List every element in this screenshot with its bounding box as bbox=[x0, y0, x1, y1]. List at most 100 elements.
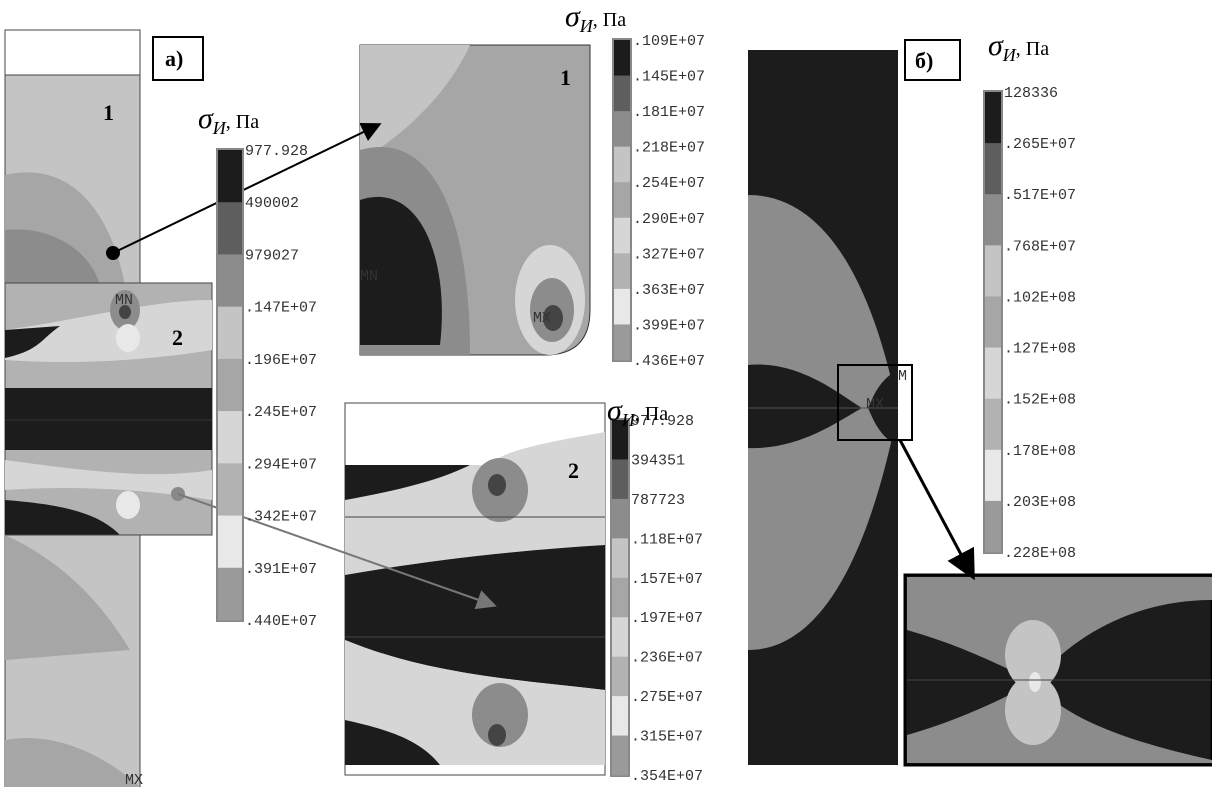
legend-band bbox=[985, 92, 1001, 144]
legend-label: .245E+07 bbox=[245, 404, 317, 421]
panel-b-model bbox=[748, 40, 1212, 765]
legend-label: .181E+07 bbox=[633, 104, 705, 121]
legend-label: .178E+08 bbox=[1004, 443, 1076, 460]
legend-label: .436E+07 bbox=[633, 353, 705, 370]
legend-label: .399E+07 bbox=[633, 317, 705, 334]
title-subscript: И bbox=[212, 118, 227, 138]
legend-band bbox=[218, 307, 242, 360]
legend-label: .127E+08 bbox=[1004, 341, 1076, 358]
title-subscript: И bbox=[1002, 45, 1017, 65]
legend-label: .290E+07 bbox=[633, 211, 705, 228]
title-subscript: И bbox=[579, 16, 594, 36]
figure: а) б) 1 2 1 2 MN MX MN MX MX M 977.928 49… bbox=[0, 0, 1212, 787]
legend-label: .118E+07 bbox=[631, 531, 703, 548]
legend-band bbox=[218, 202, 242, 255]
legend-band bbox=[985, 348, 1001, 400]
legend-band bbox=[612, 538, 628, 578]
part-label: 1 bbox=[560, 65, 571, 90]
legend-band bbox=[614, 111, 630, 147]
legend-band bbox=[612, 736, 628, 776]
legend-label: .517E+07 bbox=[1004, 187, 1076, 204]
legend-label: .327E+07 bbox=[633, 246, 705, 263]
title-symbol: σ bbox=[198, 102, 214, 135]
figure-label: б) bbox=[915, 48, 933, 73]
legend-band bbox=[614, 182, 630, 218]
legend-band bbox=[985, 245, 1001, 297]
legend-label: .152E+08 bbox=[1004, 392, 1076, 409]
legend-label: .294E+07 bbox=[245, 456, 317, 473]
legend-label: 977.928 bbox=[245, 143, 308, 160]
part-label: 2 bbox=[172, 325, 183, 350]
figure-label: а) bbox=[165, 46, 183, 71]
legend-label: .218E+07 bbox=[633, 140, 705, 157]
legend-label: .254E+07 bbox=[633, 175, 705, 192]
legend-band bbox=[612, 696, 628, 736]
legend-band bbox=[614, 253, 630, 289]
legend-label: 490002 bbox=[245, 195, 299, 212]
legend-band bbox=[985, 194, 1001, 246]
marker-label: MX bbox=[125, 772, 143, 787]
legend: 977.928490002979027.147E+07.196E+07.245E… bbox=[198, 102, 317, 630]
panel-a-model bbox=[5, 30, 212, 787]
legend: 977.928394351787723.118E+07.157E+07.197E… bbox=[607, 394, 703, 785]
legend: 128336.265E+07.517E+07.768E+07.102E+08.1… bbox=[983, 29, 1076, 562]
legend-label: .147E+07 bbox=[245, 300, 317, 317]
legend-label: .203E+08 bbox=[1004, 494, 1076, 511]
marker-label: MX bbox=[533, 310, 551, 327]
legend-label: .391E+07 bbox=[245, 561, 317, 578]
legend-label: .197E+07 bbox=[631, 610, 703, 627]
legend-label: .363E+07 bbox=[633, 282, 705, 299]
legend-band bbox=[218, 150, 242, 203]
legend-label: .228E+08 bbox=[1004, 545, 1076, 562]
legend-label: 979027 bbox=[245, 247, 299, 264]
legend-band bbox=[218, 463, 242, 516]
legend-band bbox=[612, 459, 628, 499]
legend-label: .315E+07 bbox=[631, 729, 703, 746]
legend-band bbox=[985, 501, 1001, 553]
legend-band bbox=[985, 143, 1001, 195]
legend-band bbox=[985, 450, 1001, 502]
legend-band bbox=[985, 296, 1001, 348]
marker-label: MN bbox=[360, 268, 378, 285]
legend-band bbox=[218, 411, 242, 464]
marker-label: MX bbox=[866, 396, 884, 413]
title-symbol: σ bbox=[607, 394, 623, 427]
legend-band bbox=[218, 254, 242, 307]
inset-2 bbox=[345, 403, 605, 775]
legend-band bbox=[612, 657, 628, 697]
legend-title: σИ, Па bbox=[607, 394, 668, 430]
legend-label: .354E+07 bbox=[631, 768, 703, 785]
legend-label: .157E+07 bbox=[631, 571, 703, 588]
legend-title: σИ, Па bbox=[988, 29, 1049, 65]
part-label: 2 bbox=[568, 458, 579, 483]
legend-band bbox=[614, 218, 630, 254]
legend-label: .102E+08 bbox=[1004, 289, 1076, 306]
legend-label: 394351 bbox=[631, 452, 685, 469]
part-label: 1 bbox=[103, 100, 114, 125]
title-unit: , Па bbox=[226, 111, 259, 133]
legend-label: 128336 bbox=[1004, 85, 1058, 102]
inset-1 bbox=[360, 45, 590, 355]
legend-label: .440E+07 bbox=[245, 613, 317, 630]
legend-band bbox=[218, 359, 242, 412]
legend-band bbox=[614, 289, 630, 325]
legend-label: .109E+07 bbox=[633, 33, 705, 50]
legend-band bbox=[614, 76, 630, 112]
legend-band bbox=[985, 399, 1001, 451]
title-subscript: И bbox=[621, 410, 636, 430]
legend-band bbox=[218, 568, 242, 621]
legend-label: .342E+07 bbox=[245, 509, 317, 526]
legend-title: σИ, Па bbox=[198, 102, 259, 138]
legend-label: 787723 bbox=[631, 492, 685, 509]
legend-band bbox=[614, 40, 630, 76]
title-unit: , Па bbox=[1016, 38, 1049, 60]
title-unit: , Па bbox=[635, 403, 668, 425]
title-symbol: σ bbox=[988, 29, 1004, 62]
legend-title: σИ, Па bbox=[565, 0, 626, 36]
marker-label: M bbox=[898, 368, 907, 385]
legend-label: .145E+07 bbox=[633, 69, 705, 86]
legend-band bbox=[218, 516, 242, 569]
legend-band bbox=[612, 578, 628, 618]
legend-label: .265E+07 bbox=[1004, 136, 1076, 153]
marker-label: MN bbox=[115, 292, 133, 309]
